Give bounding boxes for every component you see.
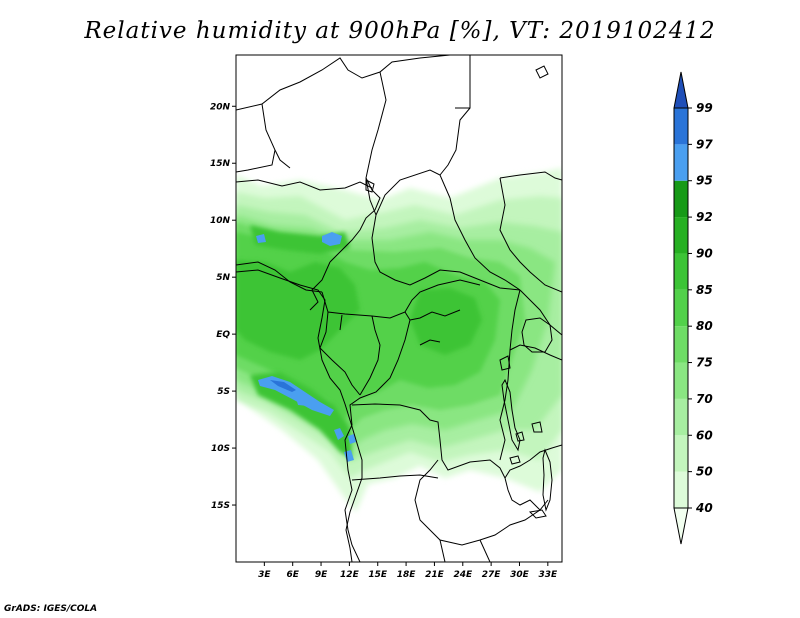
lat-tick-label: EQ	[216, 330, 230, 340]
colorbar-label: 50	[696, 465, 713, 479]
colorbar-swatch	[674, 435, 688, 472]
colorbar-label: 80	[696, 319, 713, 333]
latitude-axis: 20N 15N 10N 5N EQ 5S 10S 15S	[210, 102, 236, 511]
longitude-axis: 3E 6E 9E 12E 15E 18E 21E 24E 27E 30E 33E	[258, 562, 558, 580]
lon-tick-label: 21E	[425, 570, 445, 580]
lon-tick-label: 6E	[286, 570, 299, 580]
colorbar-label: 85	[696, 283, 713, 297]
chart-title: Relative humidity at 900hPa [%], VT: 201…	[84, 18, 716, 44]
lon-tick-label: 33E	[538, 570, 558, 580]
lat-tick-label: 15N	[210, 159, 231, 169]
lat-tick-label: 10S	[211, 444, 230, 454]
colorbar-swatch	[673, 71, 689, 109]
lon-tick-label: 12E	[340, 570, 360, 580]
lon-tick-label: 27E	[482, 570, 502, 580]
colorbar-swatch	[674, 108, 688, 145]
lat-tick-label: 5S	[217, 387, 230, 397]
colorbar-swatch	[674, 471, 688, 508]
lat-tick-label: 5N	[216, 273, 230, 283]
colorbar-swatch	[674, 144, 688, 181]
lon-tick-label: 18E	[397, 570, 417, 580]
colorbar-swatch	[674, 289, 688, 327]
map-frame	[235, 54, 563, 563]
colorbar-label: 92	[696, 210, 713, 224]
colorbar-label: 60	[696, 428, 713, 442]
lon-tick-label: 15E	[368, 570, 388, 580]
credit-label: GrADS: IGES/COLA	[4, 604, 98, 614]
lat-tick-label: 10N	[210, 216, 231, 226]
lon-tick-label: 3E	[258, 570, 271, 580]
colorbar: 40 50 60 70 75 80 85 90 92 95 97 99	[673, 71, 713, 545]
colorbar-swatch	[674, 217, 688, 254]
colorbar-label: 97	[696, 137, 713, 151]
colorbar-label: 70	[696, 392, 713, 406]
colorbar-swatch	[674, 362, 688, 399]
colorbar-swatch	[673, 507, 689, 545]
colorbar-label: 40	[695, 501, 713, 515]
lat-tick-label: 15S	[211, 501, 230, 511]
colorbar-outline	[673, 107, 689, 509]
lon-tick-label: 9E	[315, 570, 328, 580]
colorbar-label: 75	[696, 356, 713, 370]
colorbar-swatch	[674, 253, 688, 290]
humidity-field	[236, 168, 562, 512]
colorbar-swatch	[674, 326, 688, 363]
colorbar-swatch	[674, 180, 688, 218]
lon-tick-label: 24E	[453, 570, 473, 580]
country-borders	[236, 55, 562, 562]
colorbar-label: 90	[696, 246, 713, 260]
colorbar-swatch	[674, 398, 688, 436]
lat-tick-label: 20N	[210, 102, 231, 112]
lon-tick-label: 30E	[510, 570, 530, 580]
colorbar-label: 99	[696, 101, 713, 115]
colorbar-label: 95	[696, 174, 713, 188]
